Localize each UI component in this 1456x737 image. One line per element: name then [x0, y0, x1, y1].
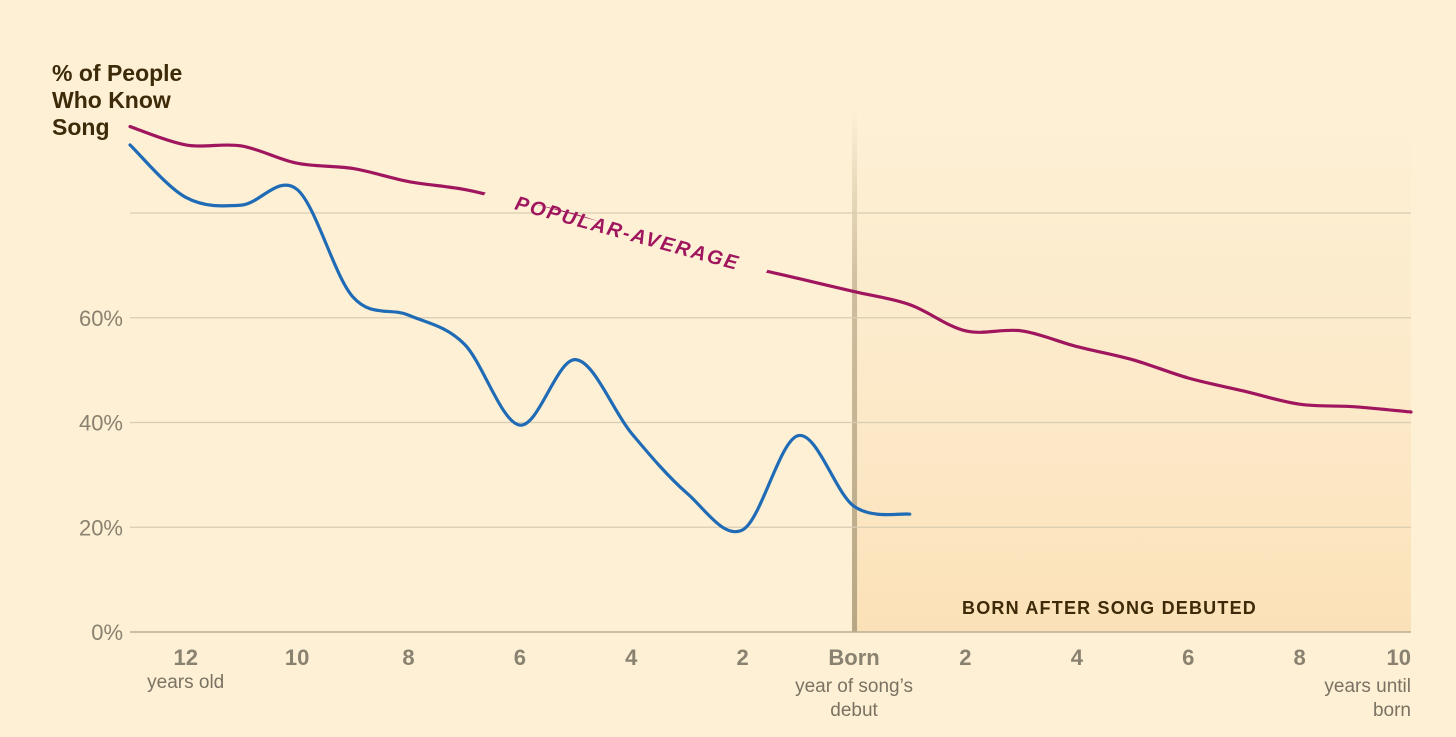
x-tick-label: 10	[285, 645, 309, 670]
x-tick-label: 10	[1387, 645, 1411, 670]
x-tick-sublabel: debut	[830, 700, 878, 721]
region-label: BORN AFTER SONG DEBUTED	[962, 598, 1257, 618]
gridlines	[130, 212, 1411, 633]
x-tick-sublabel: year of song’s	[795, 676, 913, 697]
label-knockout	[484, 191, 768, 274]
series-labels: POPULAR-AVERAGE	[484, 191, 768, 276]
x-tick-label: 8	[1293, 645, 1305, 670]
x-tick-label: 6	[1182, 645, 1194, 670]
born-marker-line	[852, 110, 858, 632]
y-tick-label: 20%	[79, 515, 123, 540]
y-tick-label: 40%	[79, 411, 123, 436]
x-tick-label: Born	[828, 645, 879, 670]
x-tick-label: 12	[173, 645, 197, 670]
series-lines	[128, 124, 1413, 534]
x-tick-label: 4	[1071, 645, 1084, 670]
popular-average-label: POPULAR-AVERAGE	[513, 193, 743, 276]
y-tick-label: 60%	[79, 306, 123, 331]
x-tick-sublabel: born	[1373, 700, 1411, 721]
popular-average-line	[128, 124, 1413, 414]
song-line	[128, 143, 912, 534]
x-tick-label: 4	[625, 645, 638, 670]
y-axis-title: % of People Who Know Song	[52, 60, 183, 140]
x-tick-label: 2	[737, 645, 749, 670]
x-tick-label: 6	[514, 645, 526, 670]
x-tick-sublabel: years old	[147, 672, 224, 693]
x-tick-label: 2	[959, 645, 971, 670]
born-after-shading	[854, 110, 1411, 632]
x-tick-label: 8	[402, 645, 414, 670]
x-tick-sublabel: years until	[1324, 676, 1411, 697]
popular-average-label-text: POPULAR-AVERAGE	[513, 193, 741, 276]
y-tick-labels: 0% 20% 40% 60%	[79, 306, 123, 645]
y-tick-label: 0%	[91, 620, 123, 645]
born-after-region: BORN AFTER SONG DEBUTED	[852, 110, 1411, 632]
